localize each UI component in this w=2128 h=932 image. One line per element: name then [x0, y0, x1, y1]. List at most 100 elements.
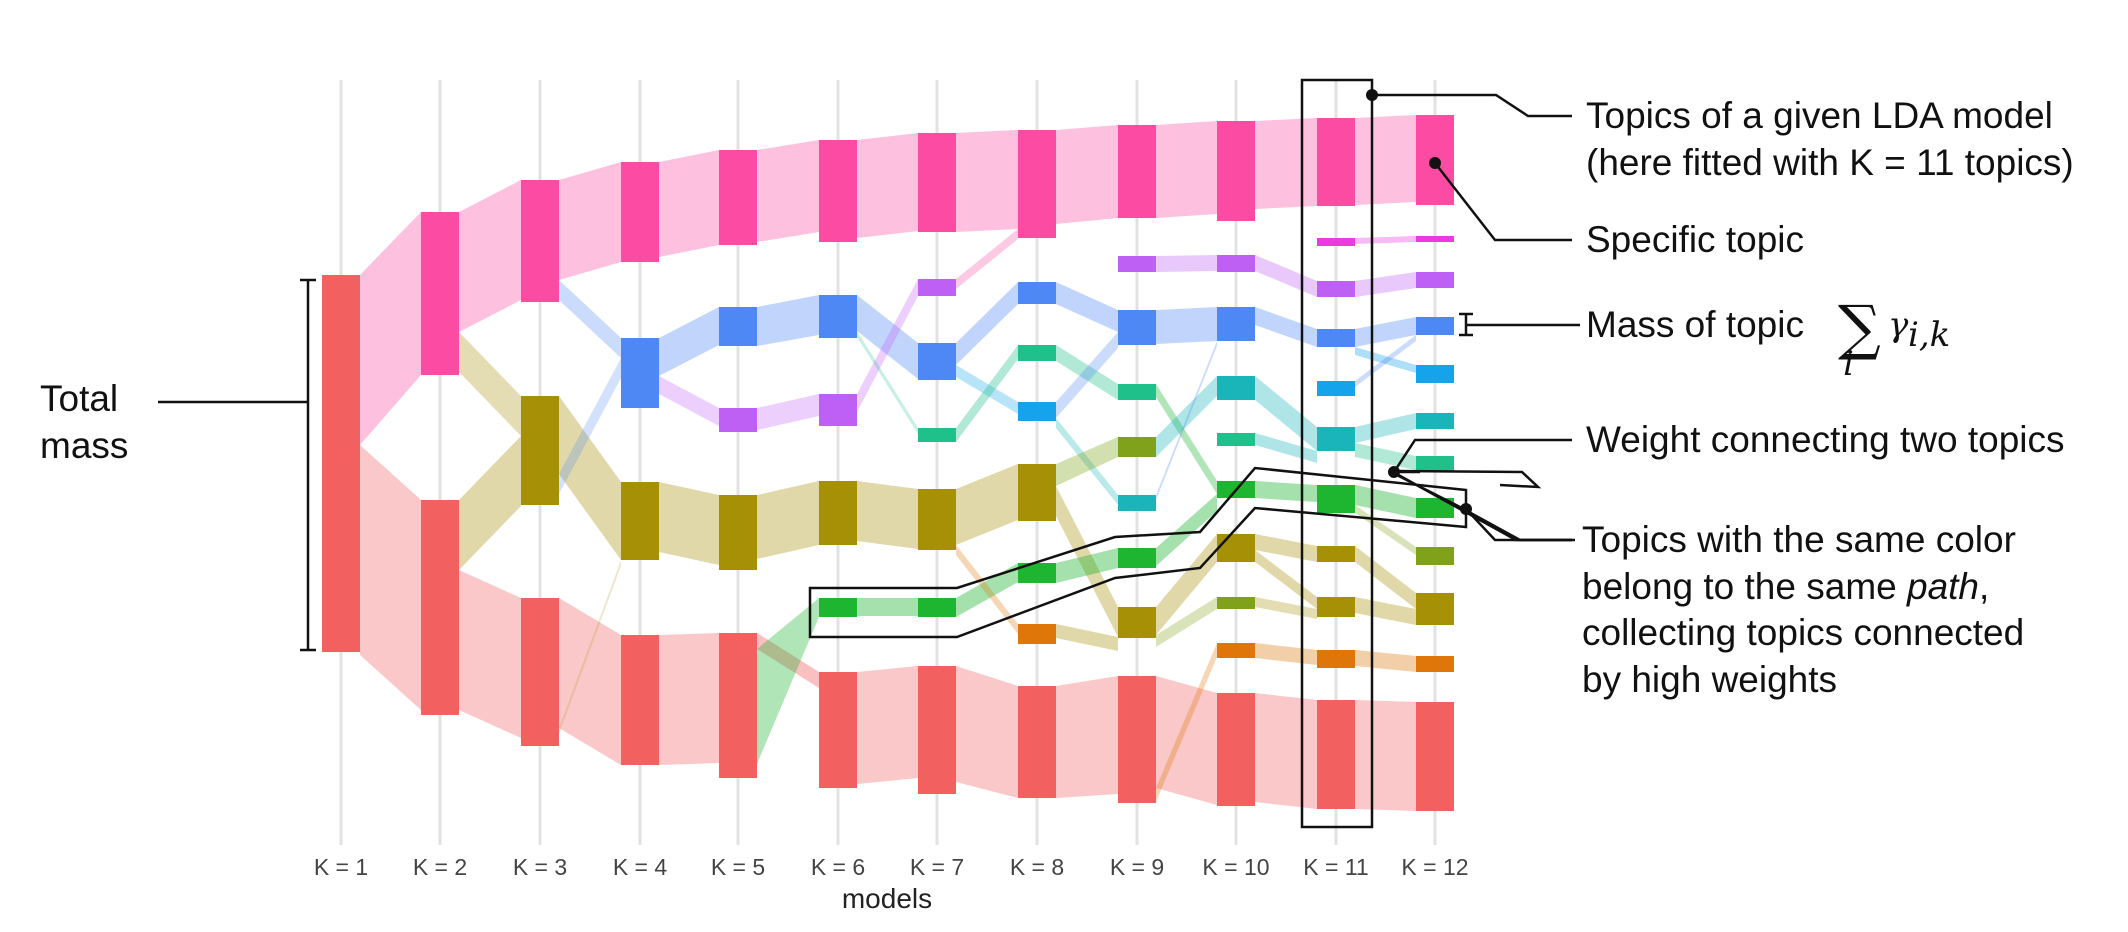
topic-mass-bracket — [1459, 312, 1580, 337]
topic-node — [1118, 384, 1156, 400]
same-color-label-line3: collecting topics connected — [1582, 612, 2024, 653]
specific-topic-label: Specific topic — [1586, 219, 1804, 260]
topic-node — [719, 408, 757, 432]
weight-flow — [1156, 376, 1217, 457]
weight-flow — [1156, 255, 1217, 272]
x-axis-ticks: K = 1 K = 2 K = 3 K = 4 K = 5 K = 6 K = 7 K = 8… — [314, 854, 1469, 880]
weight-flow — [659, 376, 719, 426]
weight-flow — [360, 445, 421, 710]
total-mass-label-line2: mass — [40, 425, 128, 466]
x-tick-label: K = 1 — [314, 854, 368, 880]
weight-flow — [1056, 332, 1118, 418]
weight-flow — [659, 633, 719, 765]
weight-flow — [1255, 255, 1317, 297]
weight-flow — [1255, 481, 1317, 502]
weight-flow — [956, 229, 1018, 289]
topic-node — [1317, 381, 1355, 396]
x-axis-title: models — [842, 883, 932, 914]
weight-flow — [1355, 700, 1416, 811]
weight-flow — [1355, 347, 1416, 373]
topic-node — [1416, 702, 1454, 811]
topics-of-model-label-line1: Topics of a given LDA model — [1586, 95, 2053, 136]
weight-flow — [1056, 345, 1118, 400]
total-mass-bracket — [158, 278, 316, 652]
weight-flow — [459, 436, 521, 570]
topic-node — [521, 180, 559, 302]
weight-flow — [1355, 546, 1416, 609]
topic-node — [1317, 329, 1355, 347]
weight-flow — [360, 212, 421, 445]
weight-flow — [956, 282, 1018, 365]
topic-node — [1317, 118, 1355, 206]
x-tick-label: K = 10 — [1202, 854, 1269, 880]
weight-flow — [857, 666, 918, 784]
weight-flow — [1355, 413, 1416, 443]
topic-nodes — [322, 115, 1454, 811]
x-tick-label: K = 4 — [613, 854, 668, 880]
topic-node — [1416, 498, 1454, 518]
topic-node — [322, 275, 360, 652]
weight-flow — [857, 295, 918, 379]
weight-flow — [1156, 384, 1217, 494]
topic-node — [421, 212, 459, 375]
weight-flow — [1056, 418, 1118, 505]
weight-flow — [1355, 115, 1416, 205]
x-tick-label: K = 3 — [513, 854, 567, 880]
x-tick-label: K = 9 — [1110, 854, 1164, 880]
weight-flow — [757, 295, 819, 346]
topic-node — [421, 500, 459, 715]
topic-node — [819, 481, 857, 545]
weight-flow — [1156, 676, 1217, 805]
weight-flow — [1255, 693, 1317, 809]
weight-flow — [956, 130, 1018, 232]
topic-node — [1317, 281, 1355, 297]
weight-flow — [1255, 118, 1317, 209]
same-color-label-line4: by high weights — [1582, 659, 1837, 700]
topic-node — [719, 633, 757, 778]
topic-node — [1217, 255, 1255, 272]
topic-node — [1416, 656, 1454, 672]
path-highlight-outline — [808, 466, 1468, 639]
weight-flow — [1355, 485, 1416, 518]
topic-node — [1217, 643, 1255, 658]
topic-flows — [360, 115, 1416, 811]
x-tick-label: K = 5 — [711, 854, 765, 880]
topic-node — [1018, 686, 1056, 798]
topic-node — [1416, 413, 1454, 429]
weight-flow — [956, 666, 1018, 798]
topic-node — [918, 133, 956, 232]
topic-node — [1317, 700, 1355, 809]
weight-flow — [1156, 494, 1217, 566]
topic-node — [1018, 624, 1056, 644]
topic-node — [1118, 256, 1156, 272]
topic-node — [719, 150, 757, 245]
weight-flow — [1156, 643, 1217, 802]
topic-node — [1416, 547, 1454, 565]
topic-node — [918, 666, 956, 794]
topic-node — [1317, 597, 1355, 617]
topic-node — [1018, 464, 1056, 521]
same-color-label-line1: Topics with the same color — [1582, 519, 2016, 560]
weight-flow — [1355, 335, 1416, 387]
topic-node — [1416, 317, 1454, 335]
topic-node — [918, 428, 956, 442]
weight-flow — [1156, 534, 1217, 635]
topic-node — [918, 489, 956, 550]
x-tick-label: K = 11 — [1303, 854, 1368, 880]
x-tick-label: K = 12 — [1401, 854, 1468, 880]
weight-flow — [459, 332, 521, 436]
weight-flow — [559, 396, 621, 560]
topic-node — [1416, 456, 1454, 471]
weight-flow — [1156, 307, 1217, 344]
topic-node — [1217, 376, 1255, 400]
weight-flow — [757, 394, 819, 430]
weight-leader-proper — [1392, 438, 1572, 473]
topic-node — [1118, 676, 1156, 803]
weight-flow — [1355, 443, 1416, 470]
topics-of-model-label-line2: (here fitted with K = 11 topics) — [1586, 142, 2074, 183]
weight-flow — [1255, 643, 1317, 665]
path-emphasis: path — [1906, 566, 1979, 607]
weight-flow — [956, 345, 1018, 442]
topic-node — [1118, 495, 1156, 511]
